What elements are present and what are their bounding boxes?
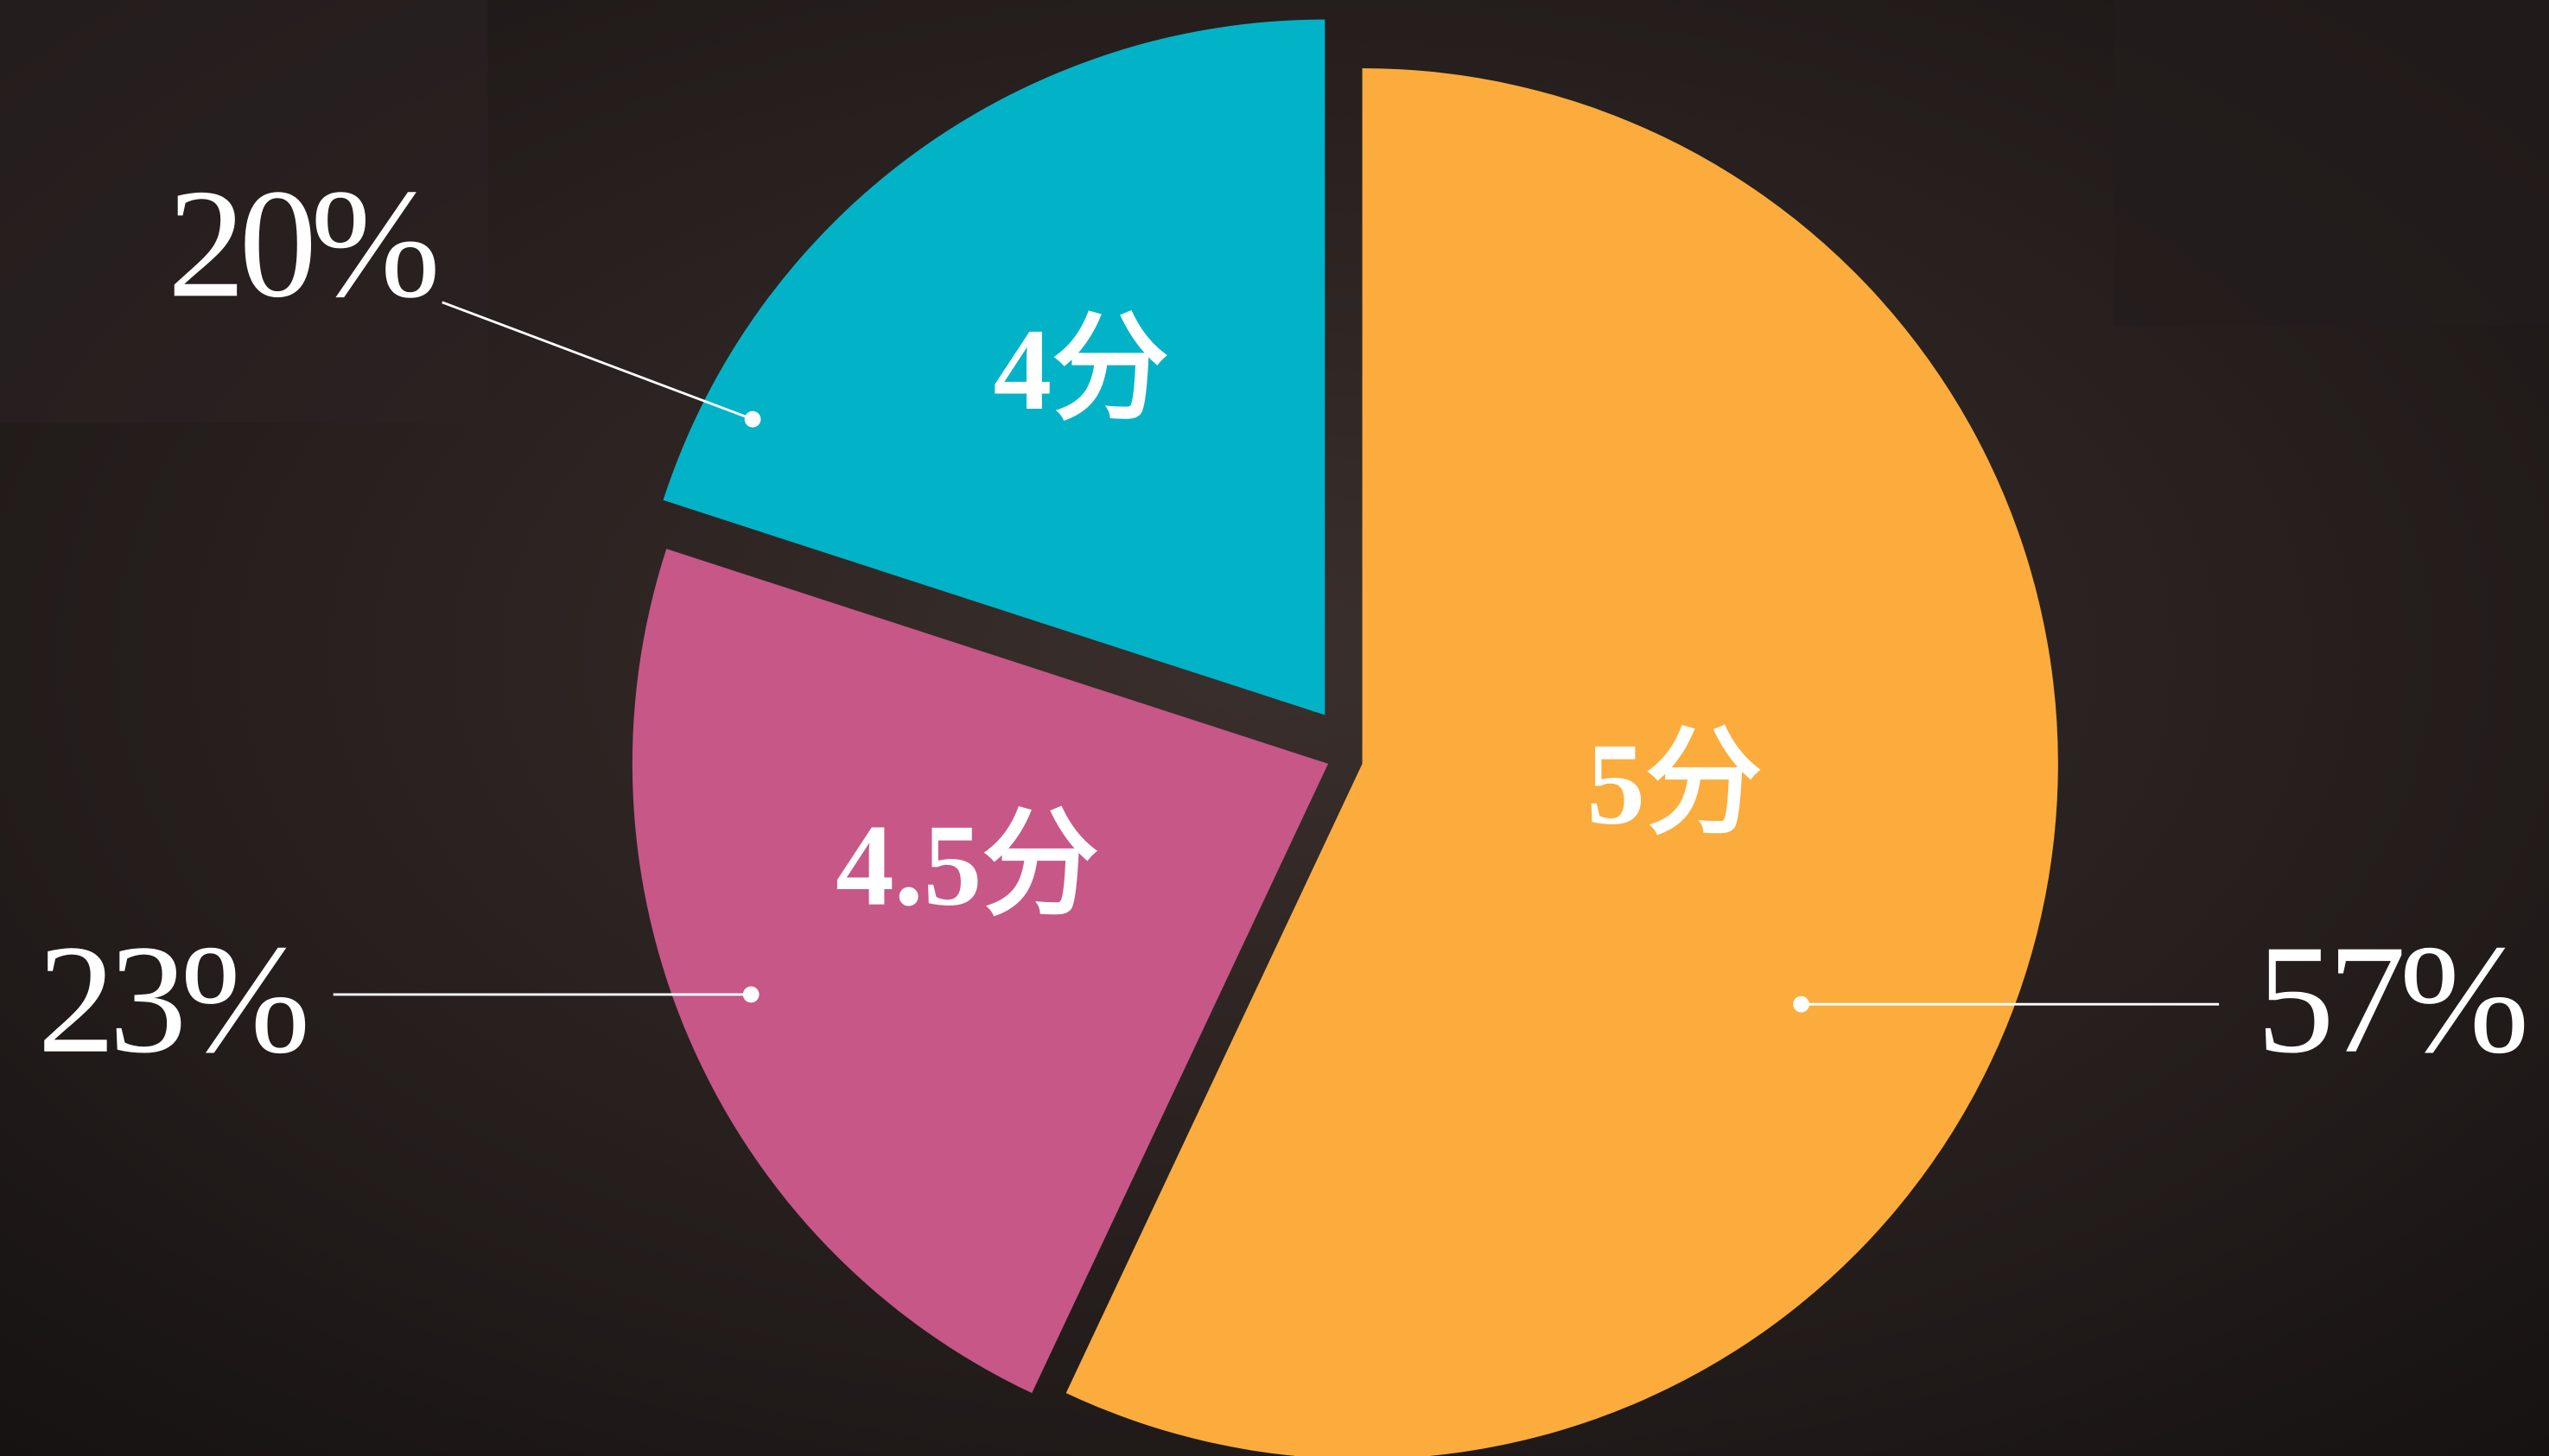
slice-category-label: 4分 — [994, 305, 1169, 435]
background-detail — [2114, 0, 2549, 325]
slice-category-label: 5分 — [1586, 720, 1762, 849]
chart: 5分 57% 4.5分 23% 4分 20% — [0, 0, 2549, 1456]
leader-dot — [745, 411, 761, 428]
percent-label: 23% — [37, 913, 306, 1086]
percent-label: 57% — [2256, 913, 2525, 1086]
leader-dot — [743, 987, 760, 1003]
slice-category-label: 4.5分 — [836, 801, 1099, 931]
leader-dot — [1793, 996, 1809, 1013]
percent-label: 20% — [168, 157, 436, 330]
